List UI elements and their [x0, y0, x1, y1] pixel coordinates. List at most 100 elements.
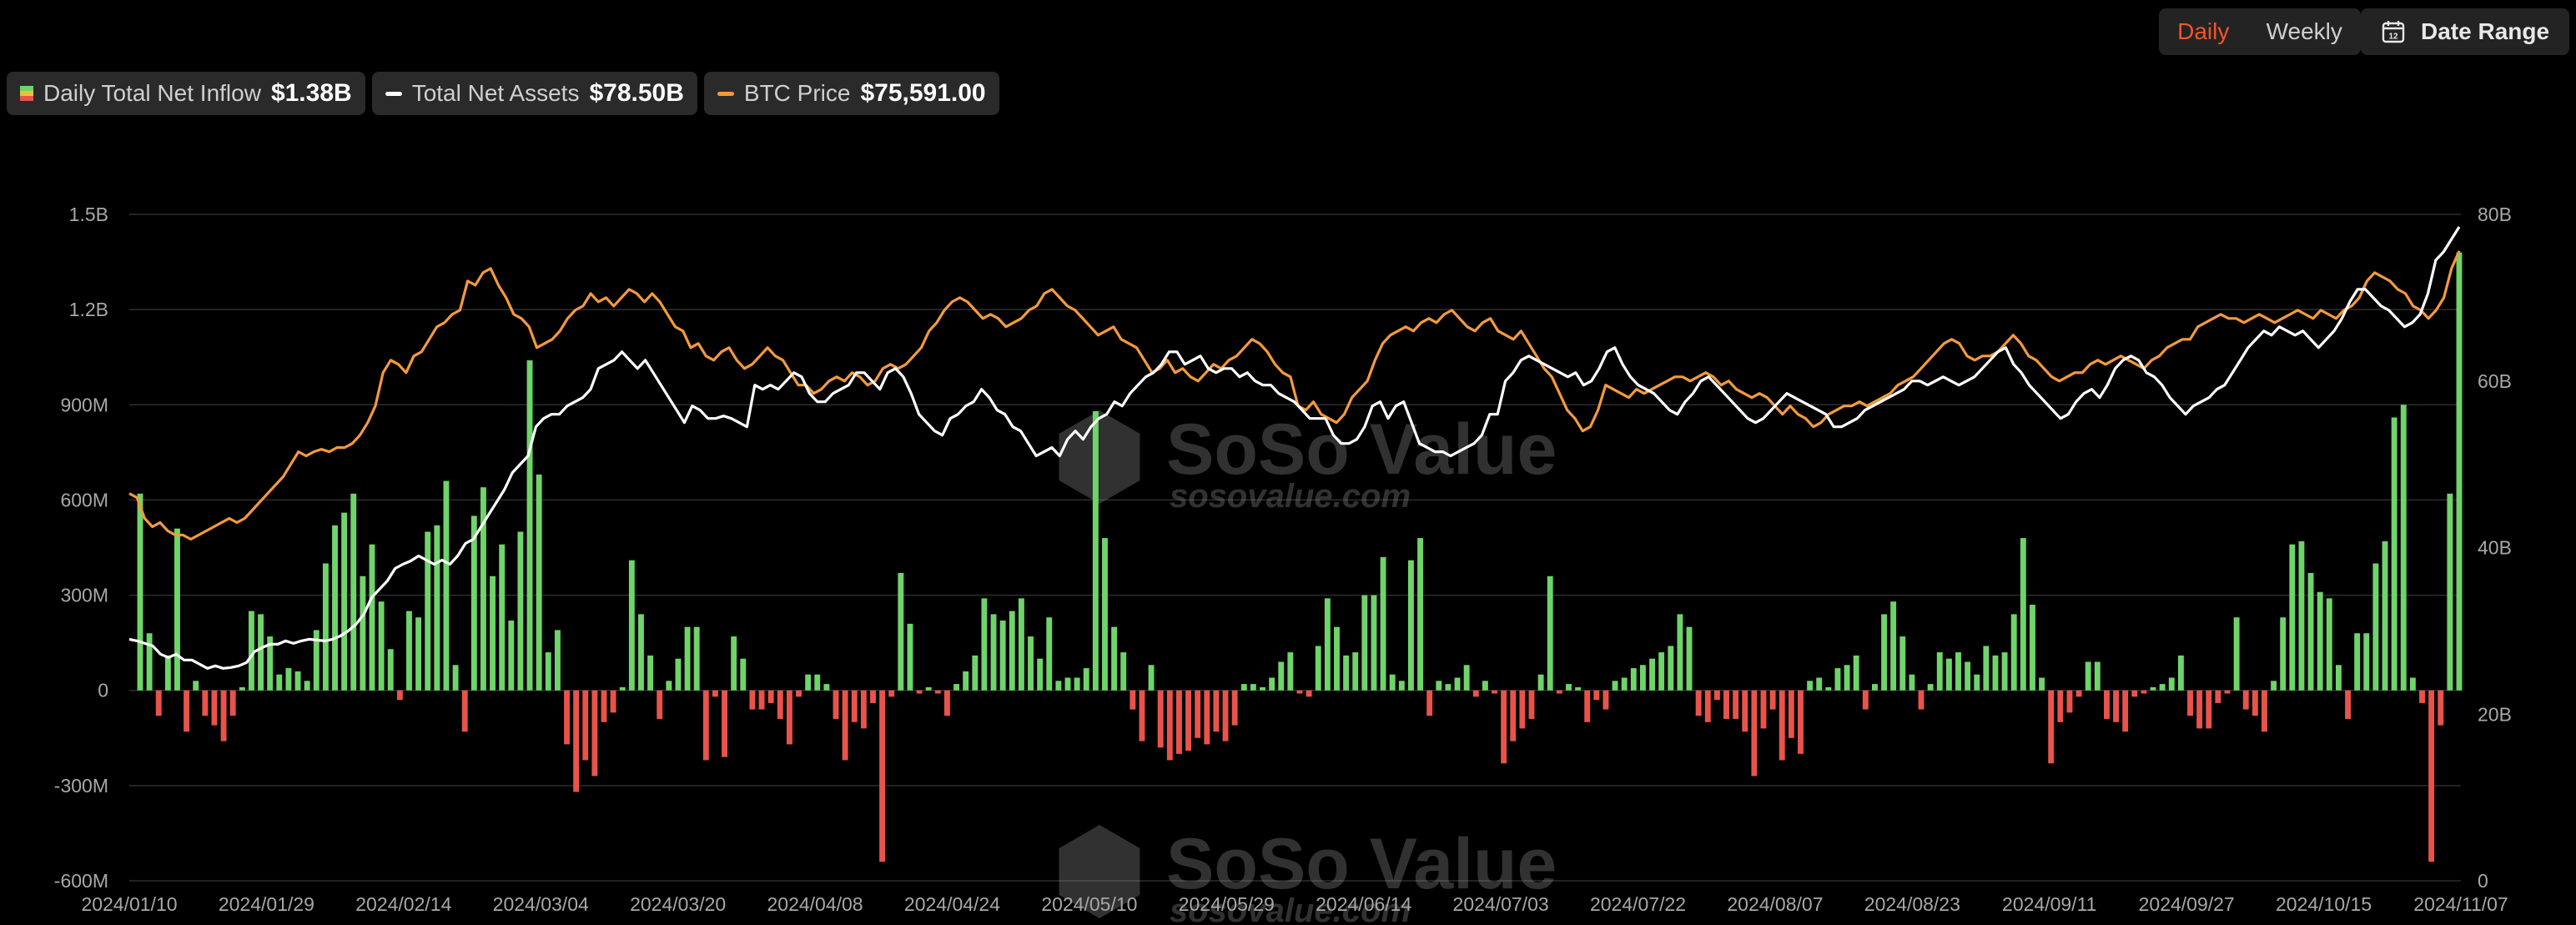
inflow-bar	[601, 690, 607, 722]
inflow-bar	[184, 690, 190, 732]
inflow-bar	[285, 668, 292, 691]
inflow-bar	[2456, 252, 2463, 691]
inflow-bar	[758, 690, 765, 710]
inflow-bar	[1927, 684, 1934, 691]
sosovalue-logo-icon	[1059, 410, 1140, 504]
legend-item-btc-price[interactable]: BTC Price $75,591.00	[703, 72, 999, 115]
inflow-bar	[1871, 684, 1878, 691]
y-left-tick-label: 0	[98, 680, 108, 701]
inflow-bar	[229, 690, 236, 716]
inflow-bar	[1658, 652, 1665, 691]
weekly-toggle-button[interactable]: Weekly	[2266, 18, 2342, 44]
inflow-bar	[1769, 690, 1776, 710]
inflow-bar	[2224, 690, 2231, 694]
inflow-bar	[434, 525, 440, 691]
inflow-bar	[1204, 690, 1210, 745]
inflow-bar	[258, 614, 264, 691]
inflow-bar	[396, 690, 403, 701]
inflow-bar	[304, 681, 310, 691]
inflow-bar	[749, 690, 756, 710]
inflow-bar	[628, 560, 635, 691]
inflow-bar	[1315, 646, 1321, 691]
inflow-bar	[860, 690, 867, 729]
inflow-bar	[712, 690, 718, 697]
inflow-bar	[2103, 690, 2110, 719]
daily-toggle-button[interactable]: Daily	[2177, 18, 2230, 44]
x-tick-label: 2024/03/20	[630, 893, 726, 915]
y-right-tick-label: 80B	[2478, 204, 2512, 225]
inflow-bar	[2438, 690, 2444, 726]
inflow-bar	[313, 630, 319, 691]
inflow-bar	[2206, 690, 2212, 729]
inflow-bar	[2122, 690, 2129, 732]
inflow-bar	[490, 576, 496, 691]
inflow-bar	[1492, 690, 1497, 694]
inflow-bar	[564, 690, 570, 745]
inflow-bar	[647, 655, 654, 691]
inflow-bar	[833, 690, 839, 719]
inflow-bar	[1240, 684, 1247, 691]
inflow-bar	[2177, 655, 2184, 691]
inflow-bar	[990, 614, 997, 691]
x-tick-label: 2024/08/23	[1864, 893, 1960, 915]
y-left-tick-label: 600M	[60, 489, 108, 510]
x-tick-label: 2024/07/03	[1453, 893, 1549, 915]
inflow-bar	[1807, 681, 1814, 691]
inflow-bar	[888, 690, 895, 697]
inflow-bar	[2447, 493, 2453, 691]
inflow-bar	[1343, 655, 1350, 691]
inflow-bar	[322, 563, 329, 691]
inflow-bar	[2131, 690, 2138, 697]
inflow-bar	[294, 671, 301, 691]
legend-item-daily-inflow[interactable]: Daily Total Net Inflow $1.38B	[7, 72, 365, 115]
inflow-bar	[619, 686, 626, 691]
inflow-bar	[2113, 690, 2119, 722]
inflow-bar	[2271, 681, 2277, 691]
inflow-bar	[2280, 617, 2287, 691]
x-tick-label: 2024/06/14	[1316, 893, 1411, 915]
inflow-bar	[666, 681, 672, 691]
inflow-bar	[2326, 598, 2332, 691]
inflow-bar	[1825, 686, 1832, 691]
inflow-bar	[777, 690, 783, 719]
inflow-bar	[1983, 646, 1990, 691]
x-tick-label: 2024/02/14	[355, 893, 451, 915]
inflow-bar	[1417, 538, 1423, 691]
inflow-bar	[526, 360, 533, 691]
inflow-bar	[248, 611, 254, 691]
legend-label: Daily Total Net Inflow	[43, 80, 261, 106]
inflow-bar	[2010, 614, 2017, 691]
inflow-bar	[2262, 690, 2267, 732]
inflow-bar	[943, 690, 950, 716]
inflow-bar	[934, 690, 941, 694]
inflow-bar	[1668, 646, 1674, 691]
inflow-bar	[2345, 690, 2351, 719]
inflow-bar	[2363, 633, 2370, 691]
inflow-bar	[1936, 652, 1943, 691]
inflow-bar	[267, 636, 274, 691]
legend: Daily Total Net Inflow $1.38B Total Net …	[7, 72, 999, 115]
inflow-bar	[916, 690, 923, 694]
inflow-bar	[999, 621, 1006, 691]
inflow-bar	[1278, 661, 1285, 691]
inflow-bar	[2382, 540, 2388, 691]
watermark-brand: SoSo Value	[1166, 824, 1557, 904]
inflow-bar	[1834, 668, 1841, 691]
inflow-bar	[1649, 658, 1655, 691]
date-range-button[interactable]: 12 Date Range	[2361, 8, 2569, 55]
inflow-bar	[1064, 677, 1071, 691]
inflow-bar	[406, 611, 412, 691]
inflow-bar	[415, 617, 422, 691]
legend-value: $78.50B	[589, 79, 684, 107]
inflow-bar	[350, 493, 357, 691]
inflow-bar	[1269, 677, 1275, 691]
inflow-bar	[369, 544, 375, 691]
x-tick-label: 2024/10/15	[2276, 893, 2372, 915]
inflow-bar	[1760, 690, 1767, 729]
legend-item-total-net-assets[interactable]: Total Net Assets $78.50B	[371, 72, 697, 115]
inflow-bar	[796, 690, 802, 697]
inflow-bar	[740, 658, 747, 691]
